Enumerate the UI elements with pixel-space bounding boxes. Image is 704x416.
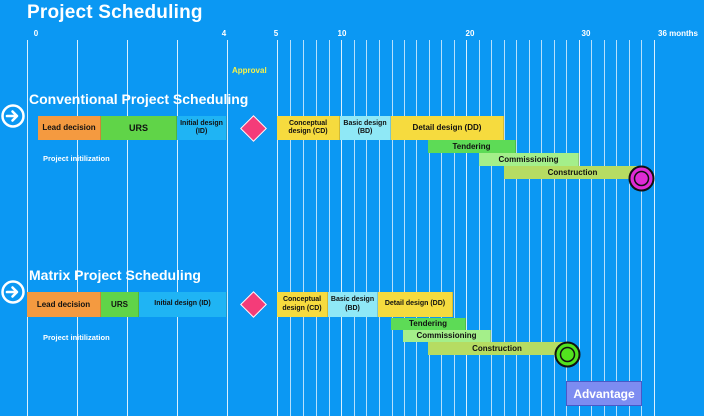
matrix-basic-design-bar: Basic design (BD) [328,292,378,317]
matrix-conceptual-design-bar: Conceptual design (CD) [277,292,328,317]
conv-basic-design-bar: Basic design (BD) [340,116,391,140]
axis-tick-20: 20 [465,29,475,38]
conv-milestone-diamond-icon [240,115,267,142]
matrix-tendering-bar: Tendering [391,318,466,330]
matrix-commissioning-bar: Commissioning [403,330,491,342]
axis-tick-0: 0 [33,29,39,38]
conv-conceptual-design-bar: Conceptual design (CD) [277,116,340,140]
matrix-title: Matrix Project Scheduling [29,267,201,283]
matrix-lead-decision-bar: Lead decision [27,292,101,317]
axis-tick-4: 4 [221,29,227,38]
conv-construction-bar: Construction [504,166,642,179]
matrix-detail-design-bar: Detail design (DD) [378,292,453,317]
matrix-project-init-label: Project initilization [43,333,110,342]
matrix-initial-design-bar: Initial design (ID) [139,292,227,317]
axis-tick-30: 30 [581,29,591,38]
axis-tick-5: 5 [273,29,279,38]
matrix-urs-bar: URS [101,292,139,317]
axis-tick-36: 36 months [657,29,699,38]
axis-tick-10: 10 [337,29,347,38]
matrix-end-marker-icon [554,341,581,368]
conv-tendering-bar: Tendering [428,140,516,153]
conventional-title: Conventional Project Scheduling [29,91,249,107]
arrow-right-circle-icon [1,280,25,304]
conv-urs-bar: URS [101,116,177,140]
conv-commissioning-bar: Commissioning [479,153,579,166]
conv-detail-design-bar: Detail design (DD) [391,116,504,140]
conv-end-marker-icon [628,165,655,192]
advantage-label: Advantage [566,381,642,406]
matrix-milestone-diamond-icon [240,291,267,318]
page-title: Project Scheduling [27,2,203,23]
conv-lead-decision-bar: Lead decision [38,116,101,140]
conv-initial-design-bar: Initial design (ID) [177,116,227,140]
approval-label: Approval [232,66,267,75]
matrix-construction-bar: Construction [428,342,567,355]
arrow-right-circle-icon [1,104,25,128]
conv-project-init-label: Project initilization [43,154,110,163]
